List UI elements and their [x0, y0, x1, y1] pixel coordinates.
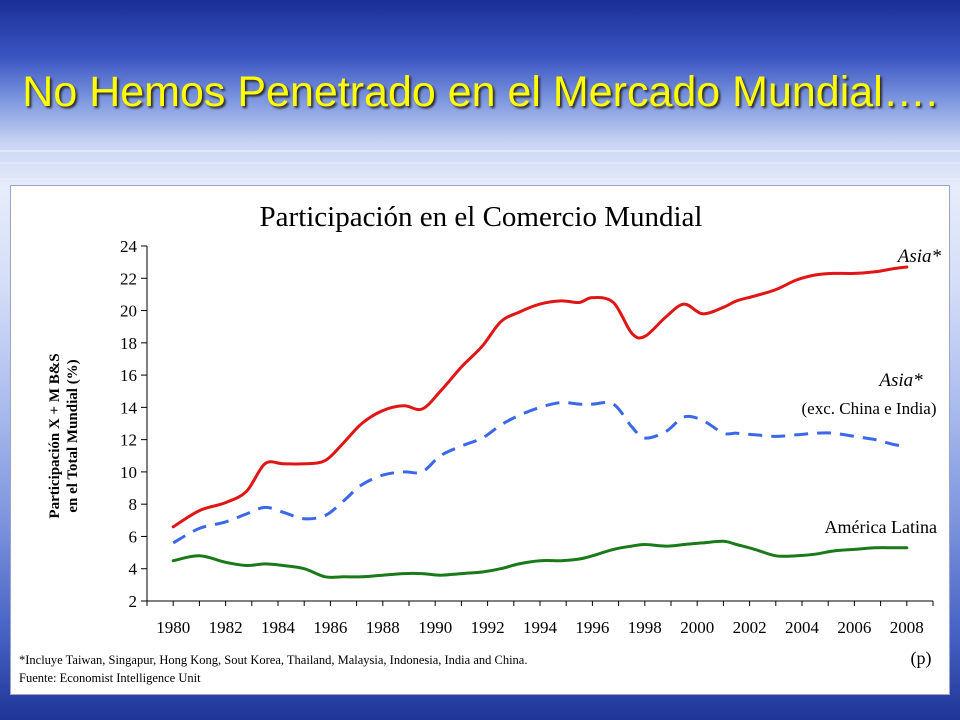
y-tick-label: 8 — [129, 495, 138, 514]
x-tick-label: 1990 — [418, 618, 452, 637]
y-tick-label: 22 — [120, 269, 137, 288]
series-label-latam: América Latina — [825, 517, 937, 537]
x-tick-label: 2006 — [837, 618, 871, 637]
y-tick-label: 2 — [129, 592, 138, 611]
y-tick-label: 18 — [120, 334, 137, 353]
series-label-asia-exc: Asia* — [877, 370, 923, 391]
line-chart: Participación en el Comercio Mundial Par… — [19, 201, 942, 685]
y-axis-label: Participación X + M B&S en el Total Mund… — [47, 353, 81, 518]
series-line-asia — [171, 265, 909, 529]
series-line-latam — [171, 539, 909, 579]
chart-title: Participación en el Comercio Mundial — [260, 201, 703, 233]
y-axis-label-line2: en el Total Mundial (%) — [65, 359, 81, 512]
x-tick-label: 1996 — [575, 618, 609, 637]
x-tick-label: 2002 — [733, 618, 767, 637]
y-tick-label: 16 — [120, 366, 137, 385]
x-tick-label: 1980 — [156, 618, 190, 637]
x-axis-note: (p) — [911, 648, 932, 669]
x-tick-label: 1986 — [313, 618, 347, 637]
chart-source: Fuente: Economist Intelligence Unit — [19, 671, 201, 685]
chart-panel: Participación en el Comercio Mundial Par… — [10, 185, 950, 695]
x-tick-label: 1998 — [628, 618, 662, 637]
y-tick-label: 6 — [129, 527, 138, 546]
y-tick-label: 24 — [120, 237, 138, 256]
x-tick-label: 1982 — [209, 618, 243, 637]
x-tick-label: 1992 — [471, 618, 505, 637]
x-tick-label: 2000 — [680, 618, 714, 637]
series-line-asia-exc — [172, 400, 908, 545]
x-tick-label: 1988 — [366, 618, 400, 637]
slide-title: No Hemos Penetrado en el Mercado Mundial… — [22, 68, 938, 116]
x-tick-label: 1984 — [261, 618, 296, 637]
y-tick-label: 20 — [120, 302, 137, 321]
series-layer — [171, 265, 909, 579]
x-tick-label: 1994 — [523, 618, 558, 637]
x-tick-label: 2008 — [890, 618, 924, 637]
y-tick-label: 12 — [120, 431, 137, 450]
y-axis-label-line1: Participación X + M B&S — [47, 353, 63, 518]
y-tick-label: 10 — [120, 463, 137, 482]
y-tick-label: 4 — [129, 560, 138, 579]
series-label-asia: Asia* — [896, 246, 942, 267]
series-sublabel-asia-exc: (exc. China e India) — [802, 399, 937, 418]
x-tick-label: 2004 — [785, 618, 820, 637]
y-tick-label: 14 — [120, 398, 138, 417]
chart-footnote: *Incluye Taiwan, Singapur, Hong Kong, So… — [19, 653, 527, 667]
